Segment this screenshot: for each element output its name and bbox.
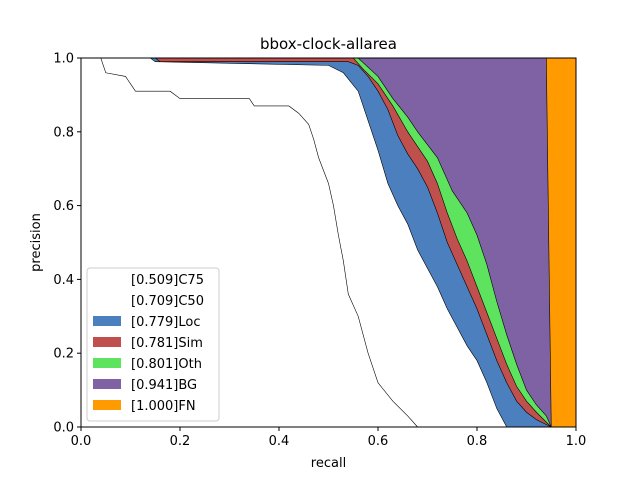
line-c50 — [81, 57, 507, 428]
y-ticks: 0.0 0.2 0.4 0.6 0.8 1.0 — [53, 52, 81, 436]
legend-label-oth: [0.801]Oth — [131, 357, 202, 372]
plot-frame — [80, 57, 577, 428]
legend-swatch-loc — [93, 316, 121, 326]
line-loc — [81, 57, 552, 428]
y-axis-label: precision — [29, 213, 44, 272]
y-tick-label: 1.0 — [53, 52, 74, 67]
legend-swatch-bg — [93, 379, 121, 389]
legend-swatch-c50 — [93, 295, 121, 305]
y-tick-label: 0.6 — [53, 199, 74, 214]
y-tick-label: 0.2 — [53, 347, 74, 362]
x-ticks: 0.0 0.2 0.4 0.6 0.8 1.0 — [71, 427, 587, 449]
y-tick-label: 0.8 — [53, 125, 74, 140]
legend-label-sim: [0.781]Sim — [131, 336, 203, 351]
legend-label-c75: [0.509]C75 — [131, 273, 204, 288]
legend: [0.509]C75 [0.709]C50 [0.779]Loc [0.781]Sim… — [86, 267, 220, 422]
legend-label-bg: [0.941]BG — [131, 378, 197, 393]
y-tick-label: 0.4 — [53, 273, 74, 288]
y-tick-label: 0.0 — [53, 421, 74, 436]
legend-swatch-fn — [93, 400, 121, 410]
x-tick-label: 1.0 — [566, 434, 587, 449]
chart-title: bbox-clock-allarea — [260, 35, 397, 53]
x-tick-label: 0.6 — [368, 434, 389, 449]
x-tick-label: 0.2 — [170, 434, 191, 449]
line-c75 — [81, 57, 418, 428]
x-axis-label: recall — [311, 456, 346, 471]
legend-swatch-c75 — [93, 274, 121, 284]
legend-label-loc: [0.779]Loc — [131, 315, 200, 330]
legend-swatch-sim — [93, 337, 121, 347]
line-sim — [81, 57, 552, 428]
legend-swatch-oth — [93, 358, 121, 368]
legend-label-c50: [0.709]C50 — [131, 294, 204, 309]
line-oth — [81, 57, 552, 428]
x-tick-label: 0.4 — [269, 434, 290, 449]
legend-label-fn: [1.000]FN — [131, 399, 196, 414]
x-tick-label: 0.8 — [467, 434, 488, 449]
x-tick-label: 0.0 — [71, 434, 92, 449]
